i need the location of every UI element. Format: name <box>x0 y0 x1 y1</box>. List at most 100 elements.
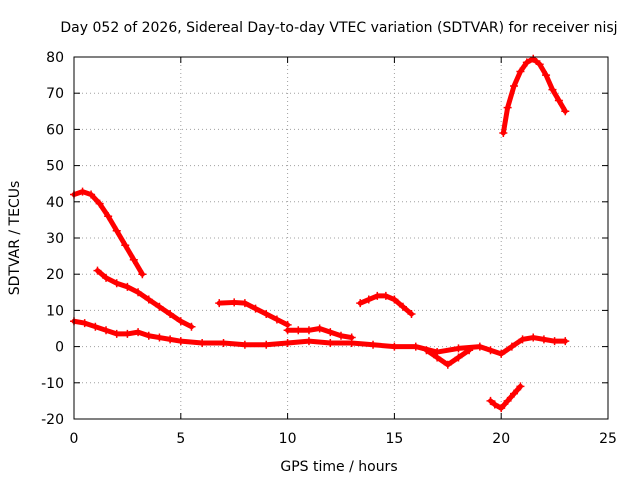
data-point <box>134 288 143 297</box>
data-point <box>490 400 499 409</box>
data-point <box>240 340 249 349</box>
data-point <box>486 396 495 405</box>
x-axis-label: GPS time / hours <box>280 459 397 475</box>
x-tick-label: 5 <box>176 431 185 447</box>
data-point <box>503 396 512 405</box>
y-tick-label: 20 <box>46 267 64 283</box>
data-point <box>356 299 365 308</box>
data-point <box>510 81 519 90</box>
data-point <box>503 103 512 112</box>
data-point <box>510 389 519 398</box>
data-point <box>215 299 224 308</box>
data-point <box>102 273 111 282</box>
y-tick-label: 50 <box>46 159 64 175</box>
data-point <box>497 404 506 413</box>
data-point <box>112 226 121 235</box>
data-point <box>561 337 570 346</box>
series-trace <box>71 189 145 277</box>
data-point <box>373 291 382 300</box>
data-point <box>144 331 153 340</box>
data-points <box>70 54 570 413</box>
data-point <box>486 346 495 355</box>
data-point <box>87 190 96 199</box>
series-pass-6 <box>356 291 416 319</box>
data-point <box>144 295 153 304</box>
y-tick-label: 10 <box>46 303 64 319</box>
data-point <box>326 328 335 337</box>
data-point <box>104 212 113 221</box>
data-point <box>138 270 147 279</box>
series-pass-3 <box>70 317 570 358</box>
data-point <box>95 199 104 208</box>
axis-ticks: 0 5 10 15 20 25 -20 -10 0 10 20 30 40 50 60 70 80 <box>41 50 617 447</box>
data-point <box>176 337 185 346</box>
data-point <box>407 310 416 319</box>
data-point <box>166 310 175 319</box>
data-point <box>411 342 420 351</box>
series-trace <box>500 56 568 136</box>
data-point <box>507 342 516 351</box>
data-point <box>112 329 121 338</box>
data-point <box>433 353 442 362</box>
data-point <box>283 326 292 335</box>
data-point <box>548 85 557 94</box>
data-point <box>129 255 138 264</box>
data-point <box>155 302 164 311</box>
data-point <box>262 340 271 349</box>
data-point <box>337 331 345 340</box>
data-point <box>102 326 111 335</box>
data-point <box>123 282 132 291</box>
data-point <box>134 328 143 337</box>
x-tick-label: 0 <box>70 431 79 447</box>
data-point <box>262 310 271 319</box>
data-point <box>529 333 538 342</box>
x-tick-label: 10 <box>279 431 297 447</box>
series-pass-1 <box>70 187 147 279</box>
data-point <box>304 326 313 335</box>
data-point <box>381 291 390 300</box>
data-point <box>230 298 239 307</box>
chart-title: Day 052 of 2026, Sidereal Day-to-day VTE… <box>60 20 617 36</box>
data-point <box>304 337 313 346</box>
data-point <box>529 54 538 63</box>
y-tick-label: 0 <box>55 340 64 356</box>
data-point <box>187 322 196 331</box>
series-trace <box>94 268 194 330</box>
data-point <box>443 360 452 369</box>
series-pass-2 <box>93 266 196 331</box>
data-point <box>516 382 525 391</box>
data-point <box>561 107 570 116</box>
grid <box>74 57 608 419</box>
series-pass-5 <box>283 324 356 342</box>
series-pass-8 <box>486 382 525 413</box>
y-axis-label: SDTVAR / TECUs <box>7 181 23 296</box>
data-point <box>121 241 130 250</box>
y-tick-label: 40 <box>46 195 64 211</box>
y-tick-label: -10 <box>41 376 64 392</box>
data-point <box>283 338 292 347</box>
data-point <box>522 58 531 67</box>
data-point <box>518 335 527 344</box>
data-point <box>475 342 484 351</box>
data-point <box>539 335 548 344</box>
y-tick-label: 80 <box>46 50 64 66</box>
y-tick-label: 60 <box>46 122 64 138</box>
data-point <box>347 333 356 342</box>
data-point <box>240 299 249 308</box>
data-point <box>499 129 508 138</box>
data-point <box>78 187 87 196</box>
data-point <box>454 353 463 362</box>
x-tick-label: 25 <box>599 431 617 447</box>
data-point <box>535 60 544 69</box>
y-tick-label: 30 <box>46 231 64 247</box>
data-point <box>398 302 407 311</box>
data-point <box>315 324 324 333</box>
data-point <box>542 71 551 80</box>
data-point <box>176 317 185 326</box>
series-pass-7 <box>422 346 474 369</box>
data-point <box>219 338 228 347</box>
data-point <box>93 266 102 275</box>
y-tick-label: 70 <box>46 86 64 102</box>
